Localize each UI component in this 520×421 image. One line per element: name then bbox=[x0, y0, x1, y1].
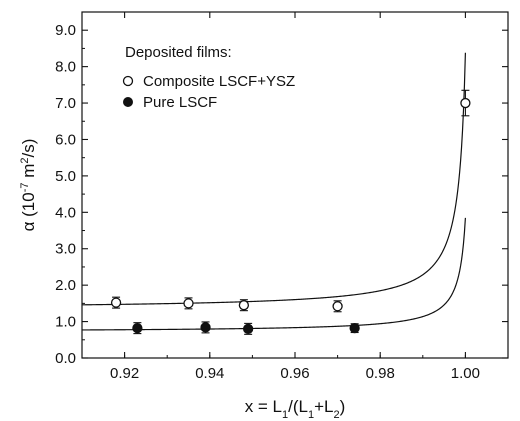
data-point-pure bbox=[242, 323, 254, 335]
y-tick-label: 5.0 bbox=[55, 168, 76, 185]
legend-marker-pure bbox=[123, 97, 133, 107]
y-axis-label: α (10-7 m2/s) bbox=[19, 139, 38, 232]
x-tick-label: 0.98 bbox=[366, 365, 395, 382]
y-tick-label: 8.0 bbox=[55, 59, 76, 76]
x-tick-label: 0.96 bbox=[280, 365, 309, 382]
data-point-pure bbox=[349, 322, 360, 334]
legend-title: Deposited films: bbox=[125, 44, 232, 61]
y-tick-label: 6.0 bbox=[55, 131, 76, 148]
legend: Deposited films: Composite LSCF+YSZ Pure… bbox=[122, 44, 295, 111]
data-point-composite bbox=[332, 301, 343, 312]
fit-curve-composite bbox=[81, 52, 466, 306]
legend-label-pure: Pure LSCF bbox=[143, 94, 217, 111]
data-point-composite bbox=[238, 300, 250, 311]
fit-curve-pure bbox=[81, 217, 466, 331]
x-tick-label: 0.92 bbox=[110, 365, 139, 382]
data-point-composite bbox=[460, 97, 471, 109]
x-tick-label: 0.94 bbox=[195, 365, 224, 382]
y-tick-label: 0.0 bbox=[55, 350, 76, 367]
y-tick-label: 1.0 bbox=[55, 314, 76, 331]
data-point-composite bbox=[110, 297, 122, 308]
y-tick-label: 2.0 bbox=[55, 277, 76, 294]
y-tick-label: 7.0 bbox=[55, 95, 76, 112]
data-point-composite bbox=[183, 298, 194, 309]
legend-marker-composite bbox=[122, 75, 134, 87]
y-tick-label: 9.0 bbox=[55, 22, 76, 39]
y-tick-label: 3.0 bbox=[55, 241, 76, 258]
x-axis-label: x = L1/(L1+L2) bbox=[245, 397, 346, 421]
data-points bbox=[110, 89, 471, 335]
x-tick-label: 1.00 bbox=[451, 365, 480, 382]
data-point-pure bbox=[200, 322, 211, 333]
data-point-pure bbox=[132, 322, 143, 334]
axis-ticks: 0.92 0.94 0.96 0.98 1.00 0.0 1.0 2.0 3.0 4.0 5.0 6.… bbox=[55, 12, 509, 382]
fit-curves bbox=[81, 52, 466, 331]
y-tick-label: 4.0 bbox=[55, 204, 76, 221]
legend-label-composite: Composite LSCF+YSZ bbox=[143, 73, 295, 90]
plot-frame bbox=[81, 11, 509, 359]
